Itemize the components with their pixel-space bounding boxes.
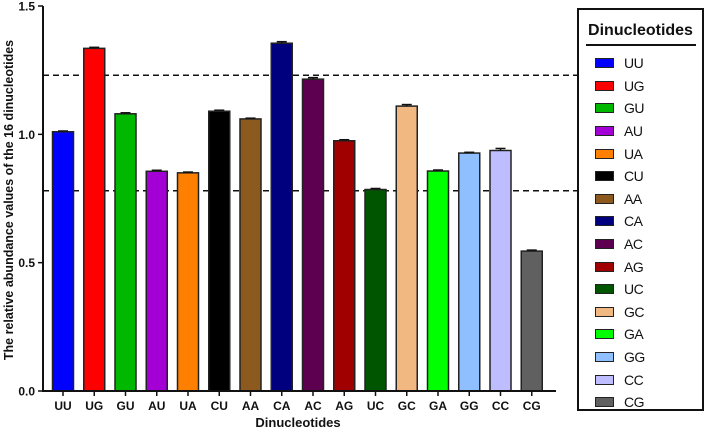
legend-item-ac: AC — [579, 233, 702, 256]
y-axis-label: The relative abundance values of the 16 … — [2, 40, 16, 360]
legend-swatch — [595, 148, 614, 159]
legend-swatch — [595, 306, 614, 317]
x-tick-label: AU — [148, 399, 165, 413]
bar-cu — [208, 110, 231, 392]
legend-item-au: AU — [579, 120, 702, 143]
legend-item-cc: CC — [579, 368, 702, 391]
legend-item-gg: GG — [579, 346, 702, 369]
bar-ac — [301, 78, 325, 392]
x-tick-label: CU — [211, 399, 228, 413]
legend-label: GU — [624, 100, 645, 117]
legend-label: AA — [624, 190, 642, 207]
legend-label: GC — [624, 303, 645, 320]
bar-cc — [489, 149, 512, 392]
bar-ga — [426, 170, 450, 392]
legend-item-uu: UU — [579, 52, 702, 75]
plot-area: UU UG GU AU UA CU AA CA AC AG UC GC GA GG CC CG 0.0 0.5 1.… — [18, 0, 577, 413]
bar-aa — [239, 118, 262, 392]
legend-item-ag: AG — [579, 255, 702, 278]
legend-label: AG — [624, 258, 644, 275]
bar-gu — [114, 113, 137, 392]
legend-item-ua: UA — [579, 142, 702, 165]
y-tick-label: 1.0 — [18, 128, 35, 142]
legend-swatch — [595, 397, 614, 408]
x-tick-label: UG — [85, 399, 103, 413]
legend-label: UG — [624, 77, 645, 94]
x-axis-label: Dinucleotides — [255, 415, 340, 430]
legend-swatch — [595, 239, 614, 250]
legend-swatch — [595, 374, 614, 385]
legend-item-aa: AA — [579, 188, 702, 211]
x-tick-label: AA — [242, 399, 260, 413]
x-tick-label: GG — [460, 399, 479, 413]
legend-item-gu: GU — [579, 97, 702, 120]
bar-uc — [364, 188, 387, 392]
legend: Dinucleotides UU UG GU AU UA CU AA CA AC AG UC GC GA… — [577, 8, 704, 411]
legend-items: UU UG GU AU UA CU AA CA AC AG UC GC GA GG CC CG — [579, 52, 702, 414]
legend-swatch — [595, 284, 614, 295]
x-tick-label: GA — [429, 399, 447, 413]
y-tick-label: 0.5 — [18, 256, 35, 270]
legend-swatch — [595, 193, 614, 204]
legend-item-gc: GC — [579, 301, 702, 324]
legend-item-ug: UG — [579, 75, 702, 98]
x-tick-label: AG — [335, 399, 353, 413]
x-tick-label: CA — [273, 399, 291, 413]
x-tick-label: AC — [304, 399, 322, 413]
x-tick-label: UC — [367, 399, 385, 413]
legend-label: UA — [624, 145, 643, 162]
legend-label: UU — [624, 55, 644, 72]
legend-label: GA — [624, 326, 644, 343]
bar-ua — [176, 172, 200, 392]
legend-label: CC — [624, 371, 644, 388]
bar-gg — [458, 152, 481, 392]
bar-ug — [83, 47, 106, 392]
legend-label: CG — [624, 394, 645, 411]
x-tick-label: CG — [523, 399, 541, 413]
legend-swatch — [595, 329, 614, 340]
legend-label: GG — [624, 349, 645, 366]
legend-swatch — [595, 80, 614, 91]
legend-item-cg: CG — [579, 391, 702, 414]
legend-item-uc: UC — [579, 278, 702, 301]
legend-swatch — [595, 216, 614, 227]
legend-item-ca: CA — [579, 210, 702, 233]
legend-label: UC — [624, 281, 644, 298]
y-tick-label: 1.5 — [18, 0, 35, 14]
legend-label: CU — [624, 168, 644, 185]
legend-swatch — [595, 103, 614, 114]
legend-swatch — [595, 171, 614, 182]
legend-title-underline — [585, 44, 696, 46]
legend-label: AU — [624, 123, 643, 140]
legend-item-cu: CU — [579, 165, 702, 188]
bar-gc — [395, 105, 418, 392]
legend-title: Dinucleotides — [588, 22, 693, 39]
legend-swatch — [595, 352, 614, 363]
bar-cg — [520, 250, 543, 392]
bar-ca — [270, 42, 293, 392]
x-tick-label: CC — [492, 399, 510, 413]
bar-ag — [333, 140, 356, 392]
x-tick-label: GU — [117, 399, 135, 413]
bar-uu — [51, 131, 75, 392]
legend-label: CA — [624, 213, 643, 230]
legend-label: AC — [624, 236, 643, 253]
x-tick-label: UU — [54, 399, 71, 413]
x-tick-label: UA — [179, 399, 197, 413]
bar-au — [145, 170, 168, 392]
legend-item-ga: GA — [579, 323, 702, 346]
legend-swatch — [595, 58, 614, 69]
legend-swatch — [595, 261, 614, 272]
y-tick-label: 0.0 — [18, 385, 35, 399]
x-tick-label: GC — [398, 399, 416, 413]
legend-swatch — [595, 126, 614, 137]
